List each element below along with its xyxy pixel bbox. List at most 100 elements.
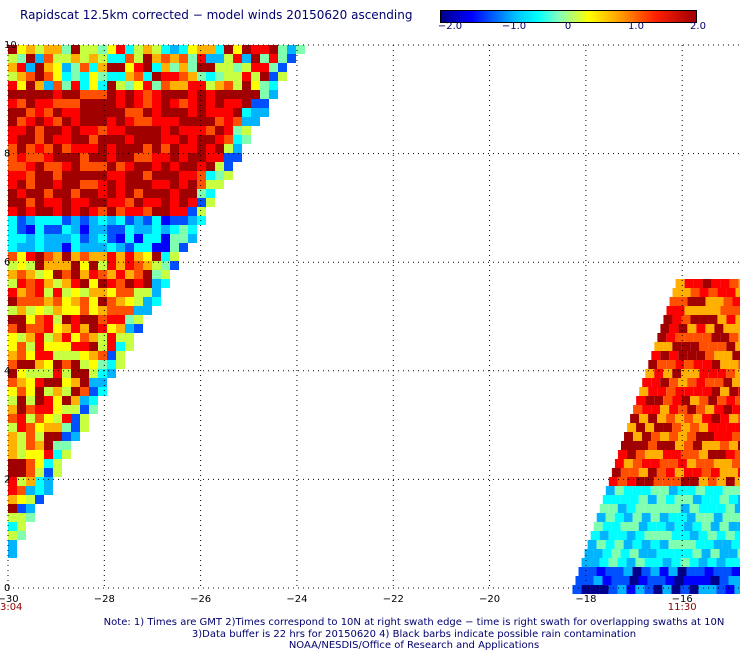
wind-cell (620, 495, 630, 504)
wind-cell (89, 324, 98, 333)
wind-cell (80, 378, 89, 387)
wind-cell (62, 252, 71, 261)
wind-cell (134, 315, 143, 324)
wind-cell (620, 549, 630, 558)
wind-cell (170, 126, 179, 135)
wind-cell (260, 108, 269, 117)
wind-cell (98, 153, 107, 162)
wind-cell (134, 54, 143, 63)
wind-cell (116, 135, 125, 144)
wind-cell (738, 414, 740, 423)
wind-cell (107, 225, 116, 234)
wind-cell (8, 378, 17, 387)
wind-cell (71, 243, 80, 252)
wind-cell (720, 306, 730, 315)
wind-cell (53, 144, 62, 153)
wind-cell (53, 252, 62, 261)
wind-cell (725, 477, 735, 486)
wind-cell (8, 279, 17, 288)
wind-cell (684, 333, 694, 342)
wind-cell (197, 108, 206, 117)
wind-cell (35, 432, 44, 441)
wind-cell (651, 405, 661, 414)
wind-cell (647, 576, 657, 585)
wind-cell (242, 45, 251, 54)
wind-cell (161, 153, 170, 162)
wind-cell (197, 117, 206, 126)
wind-cell (62, 126, 71, 135)
wind-cell (702, 414, 712, 423)
wind-cell (708, 369, 718, 378)
wind-cell (26, 126, 35, 135)
wind-cell (605, 486, 615, 495)
wind-cell (17, 306, 26, 315)
wind-cell (260, 72, 269, 81)
wind-cell (161, 252, 170, 261)
wind-cell (638, 495, 648, 504)
wind-cell (71, 225, 80, 234)
wind-cell (44, 387, 53, 396)
wind-cell (71, 180, 80, 189)
wind-cell (89, 279, 98, 288)
wind-cell (657, 360, 667, 369)
wind-cell (44, 162, 53, 171)
wind-cell (44, 81, 53, 90)
wind-cell (71, 396, 80, 405)
wind-cell (681, 423, 691, 432)
wind-cell (89, 54, 98, 63)
wind-cell (35, 234, 44, 243)
wind-cell (143, 135, 152, 144)
wind-cell (723, 297, 733, 306)
wind-cell (188, 45, 197, 54)
wind-cell (116, 351, 125, 360)
wind-cell (143, 270, 152, 279)
wind-cell (62, 405, 71, 414)
wind-cell (648, 387, 658, 396)
wind-cell (98, 207, 107, 216)
wind-cell (17, 270, 26, 279)
wind-cell (215, 45, 224, 54)
wind-cell (89, 360, 98, 369)
wind-cell (714, 432, 724, 441)
wind-cell (53, 288, 62, 297)
wind-cell (80, 288, 89, 297)
wind-cell (98, 45, 107, 54)
wind-cell (8, 369, 17, 378)
wind-cell (170, 198, 179, 207)
wind-cell (116, 315, 125, 324)
wind-cell (71, 216, 80, 225)
wind-cell (233, 81, 242, 90)
colorbar-tick: 1.0 (628, 21, 644, 32)
wind-cell (188, 99, 197, 108)
wind-cell (17, 180, 26, 189)
wind-cell (626, 504, 636, 513)
wind-cell (732, 351, 740, 360)
wind-cell (53, 108, 62, 117)
wind-cell (233, 45, 242, 54)
wind-cell (161, 162, 170, 171)
wind-cell (224, 117, 233, 126)
wind-cell (723, 432, 733, 441)
wind-cell (702, 306, 712, 315)
wind-cell (35, 207, 44, 216)
wind-cell (116, 171, 125, 180)
wind-cell (107, 54, 116, 63)
wind-cell (107, 270, 116, 279)
wind-cell (98, 378, 107, 387)
wind-cell (35, 351, 44, 360)
wind-cell (593, 549, 603, 558)
wind-cell (8, 117, 17, 126)
wind-cell (161, 198, 170, 207)
wind-cell (206, 72, 215, 81)
wind-cell (699, 423, 709, 432)
wind-cell (35, 261, 44, 270)
wind-cell (80, 234, 89, 243)
wind-cell (639, 387, 649, 396)
wind-cell (662, 450, 672, 459)
wind-cell (663, 342, 673, 351)
wind-cell (26, 360, 35, 369)
wind-cell (644, 531, 654, 540)
wind-cell (44, 117, 53, 126)
wind-cell (693, 387, 703, 396)
wind-cell (678, 297, 688, 306)
